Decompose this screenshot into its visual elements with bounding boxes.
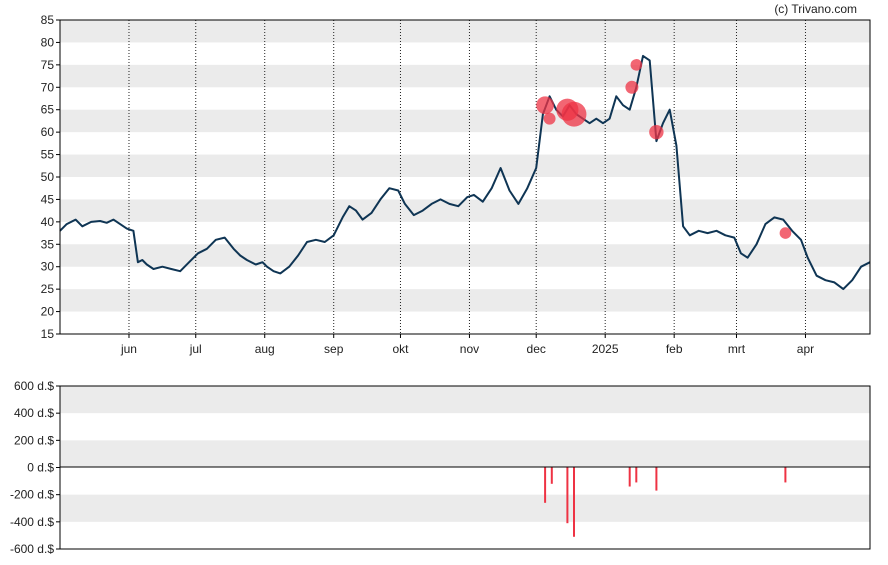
month-tick-label: feb xyxy=(666,342,683,356)
transactions-grid-bands xyxy=(60,386,870,522)
transaction-bars-layer xyxy=(544,467,787,537)
trade-marker xyxy=(649,124,664,140)
transaction-bar xyxy=(573,467,575,537)
price-series-line xyxy=(59,54,871,291)
trade-marker xyxy=(625,80,639,94)
price-y-tick-label: 35 xyxy=(41,237,55,251)
month-tick-label: dec xyxy=(527,342,546,356)
price-grid-bands xyxy=(60,20,870,312)
transactions-y-tick-label: 400 d.$ xyxy=(14,406,54,420)
price-y-tick-label: 70 xyxy=(41,80,55,94)
price-y-axis: 15 20 25 30 35 40 45 50 55 60 65 70 75 80 85 xyxy=(41,13,60,341)
price-y-tick-label: 55 xyxy=(41,148,55,162)
month-tick-label: nov xyxy=(460,342,479,356)
transaction-bar xyxy=(566,467,569,524)
transaction-bar xyxy=(550,467,553,484)
price-grid-band xyxy=(60,289,870,312)
month-tick-label: aug xyxy=(255,342,275,356)
month-tick-label: mrt xyxy=(728,342,746,356)
transactions-y-tick-label: -600 d.$ xyxy=(10,542,54,556)
price-grid-band xyxy=(60,154,870,177)
trade-marker xyxy=(630,59,643,71)
transactions-y-axis: 600 d.$ 400 d.$ 200 d.$ 0 d.$ -200 d.$ -400 d… xyxy=(10,379,60,556)
transactions-y-tick-label: 200 d.$ xyxy=(14,433,54,447)
price-month-gridlines xyxy=(128,20,806,334)
price-grid-band xyxy=(60,244,870,267)
price-line-layer xyxy=(59,54,871,291)
transactions-grid-band xyxy=(60,386,870,414)
trade-marker xyxy=(779,227,792,239)
price-grid-band xyxy=(60,109,870,133)
price-y-tick-label: 60 xyxy=(41,125,55,139)
trade-markers-layer xyxy=(536,59,792,239)
credit-text: (c) Trivano.com xyxy=(774,2,857,16)
transactions-y-tick-label: 600 d.$ xyxy=(14,379,54,393)
price-grid-band xyxy=(60,64,870,88)
transactions-grid-band xyxy=(60,494,870,522)
transaction-bar xyxy=(635,467,638,483)
month-tick-label: sep xyxy=(324,342,344,356)
price-grid-band xyxy=(60,199,870,222)
price-y-tick-label: 45 xyxy=(41,192,55,206)
transactions-chart-panel: 600 d.$ 400 d.$ 200 d.$ 0 d.$ -200 d.$ -400 d… xyxy=(10,379,871,556)
price-y-tick-label: 40 xyxy=(41,215,55,229)
transactions-y-tick-label: -400 d.$ xyxy=(10,515,54,529)
price-y-tick-label: 20 xyxy=(41,305,55,319)
price-grid-band xyxy=(60,20,870,43)
price-y-tick-label: 30 xyxy=(41,260,55,274)
transaction-bar xyxy=(784,467,787,483)
price-y-tick-label: 15 xyxy=(41,327,55,341)
month-x-axis: jun jul aug sep okt nov dec 2025 feb mrt apr xyxy=(120,334,814,356)
month-tick-label: jul xyxy=(189,342,202,356)
trade-marker xyxy=(543,112,556,125)
transaction-bar xyxy=(544,467,547,503)
price-y-tick-label: 65 xyxy=(41,103,55,117)
price-y-tick-label: 85 xyxy=(41,13,55,27)
transactions-y-tick-label: -200 d.$ xyxy=(10,488,54,502)
transactions-y-tick-label: 0 d.$ xyxy=(27,461,54,475)
price-y-tick-label: 25 xyxy=(41,282,55,296)
price-y-tick-label: 50 xyxy=(41,170,55,184)
month-tick-label: okt xyxy=(392,342,409,356)
transaction-bar xyxy=(655,467,658,491)
month-tick-label: jun xyxy=(120,342,137,356)
trade-marker xyxy=(561,101,587,127)
price-y-tick-label: 80 xyxy=(41,35,55,49)
month-tick-label: apr xyxy=(797,342,814,356)
price-y-tick-label: 75 xyxy=(41,58,55,72)
trade-marker xyxy=(536,96,555,115)
transactions-grid-band xyxy=(60,440,870,468)
month-tick-label: 2025 xyxy=(592,342,619,356)
transaction-bar xyxy=(628,467,631,487)
